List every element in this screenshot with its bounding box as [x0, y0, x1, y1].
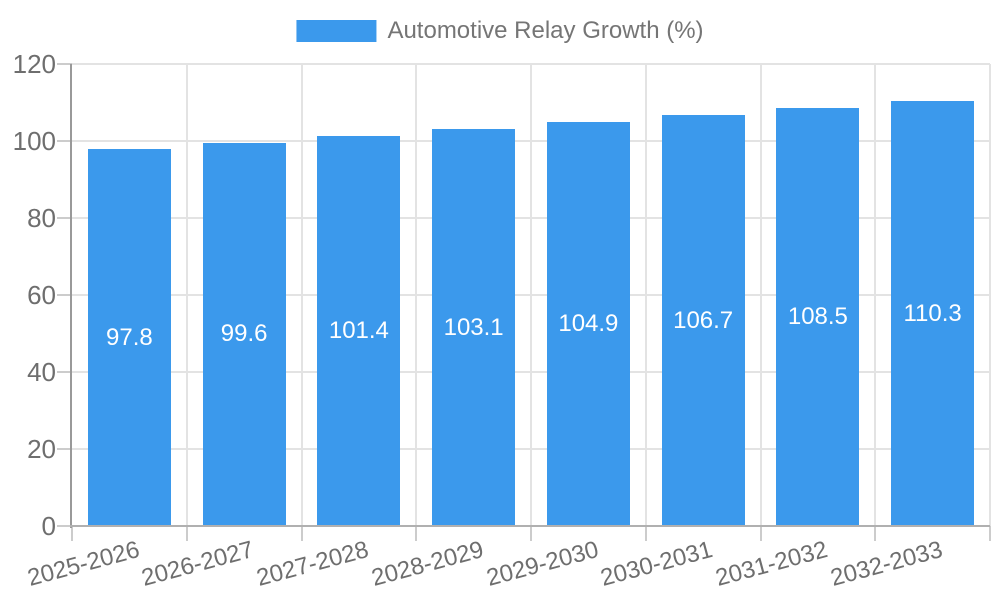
y-axis-tick-label: 80	[27, 203, 56, 233]
vertical-gridline	[759, 64, 762, 526]
vertical-gridline	[300, 64, 303, 526]
legend-label: Automotive Relay Growth (%)	[387, 17, 704, 44]
bar[interactable]	[776, 108, 860, 525]
bar[interactable]	[202, 142, 286, 525]
x-axis-tick	[530, 526, 532, 541]
y-axis-tick	[57, 448, 72, 450]
y-axis-tick-label: 20	[27, 434, 56, 464]
vertical-gridline	[415, 64, 418, 526]
x-axis-tick-label: 2032-2033	[827, 536, 946, 592]
y-axis-tick	[57, 525, 72, 527]
x-axis-tick	[759, 526, 762, 541]
x-axis-tick	[874, 526, 877, 541]
x-axis-line	[70, 525, 990, 527]
y-axis-tick	[57, 63, 72, 65]
bar[interactable]	[546, 122, 630, 525]
y-axis-line	[70, 64, 72, 528]
x-axis-tick	[185, 526, 188, 541]
x-axis-tick-label: 2026-2027	[138, 536, 257, 592]
bar[interactable]	[891, 101, 975, 525]
y-axis-tick	[57, 294, 72, 296]
bar[interactable]	[87, 149, 171, 525]
x-axis-tick-label: 2028-2029	[368, 536, 487, 592]
x-axis-tick-label: 2031-2032	[712, 536, 831, 592]
legend[interactable]: Automotive Relay Growth (%)	[296, 17, 704, 44]
vertical-gridline	[644, 64, 647, 526]
vertical-gridline	[530, 64, 532, 526]
y-axis-tick	[57, 140, 72, 142]
x-axis-tick	[989, 526, 991, 541]
x-axis-tick	[300, 526, 303, 541]
x-axis-tick	[644, 526, 647, 541]
y-axis-tick-label: 40	[27, 357, 56, 387]
y-axis-tick	[57, 371, 72, 373]
x-axis-tick-label: 2029-2030	[483, 536, 602, 592]
x-axis-tick-label: 2027-2028	[253, 536, 372, 592]
x-axis-tick-label: 2025-2026	[24, 536, 143, 592]
y-axis-tick-label: 100	[12, 126, 56, 156]
y-axis-tick-label: 0	[41, 511, 56, 541]
y-axis-tick-label: 120	[12, 49, 56, 79]
vertical-gridline	[989, 64, 991, 526]
legend-swatch[interactable]	[296, 20, 377, 42]
bar[interactable]	[661, 115, 745, 525]
x-axis-tick	[71, 526, 73, 541]
vertical-gridline	[185, 64, 188, 526]
bar[interactable]	[432, 129, 516, 525]
bar[interactable]	[317, 135, 401, 525]
x-axis-tick-label: 2030-2031	[597, 536, 716, 592]
x-axis-tick	[415, 526, 418, 541]
vertical-gridline	[874, 64, 877, 526]
y-axis-tick-label: 60	[27, 280, 56, 310]
y-axis-tick	[57, 217, 72, 219]
